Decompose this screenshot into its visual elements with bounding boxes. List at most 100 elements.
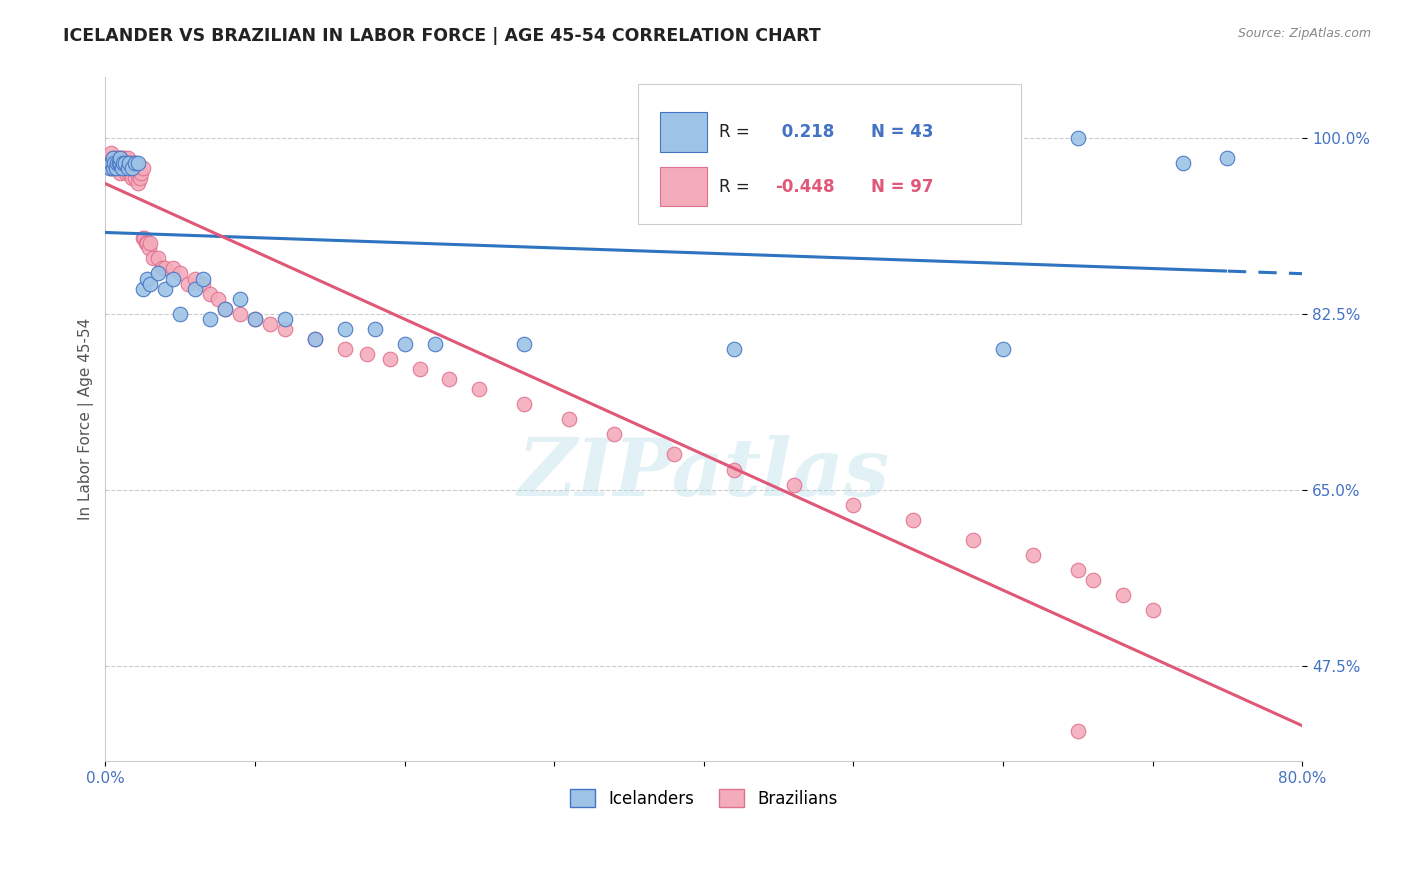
Point — [1022, 548, 1045, 562]
Text: Source: ZipAtlas.com: Source: ZipAtlas.com — [1237, 27, 1371, 40]
Point — [105, 151, 128, 165]
Point — [122, 161, 145, 175]
Point — [304, 332, 326, 346]
Legend: Icelanders, Brazilians: Icelanders, Brazilians — [564, 783, 845, 814]
Point — [378, 351, 401, 366]
Text: ZIPatlas: ZIPatlas — [517, 435, 890, 513]
Point — [104, 161, 127, 175]
Text: N = 43: N = 43 — [872, 123, 934, 141]
Y-axis label: In Labor Force | Age 45-54: In Labor Force | Age 45-54 — [79, 318, 94, 520]
Point — [136, 271, 159, 285]
Point — [1081, 573, 1104, 587]
Point — [101, 161, 124, 175]
Point — [105, 161, 128, 175]
Point — [439, 372, 461, 386]
Point — [120, 161, 142, 175]
Point — [132, 231, 155, 245]
Point — [124, 171, 146, 186]
Point — [114, 156, 136, 170]
Point — [117, 151, 139, 165]
Point — [121, 161, 143, 175]
Point — [104, 151, 127, 165]
Point — [111, 156, 134, 170]
Point — [98, 151, 121, 165]
Point — [468, 382, 491, 396]
Point — [127, 156, 149, 170]
Point — [274, 322, 297, 336]
Point — [146, 252, 169, 266]
Point — [136, 236, 159, 251]
Point — [155, 261, 177, 276]
Point — [118, 156, 141, 170]
Point — [162, 271, 184, 285]
Point — [110, 156, 132, 170]
Point — [184, 282, 207, 296]
Point — [394, 336, 416, 351]
Point — [423, 336, 446, 351]
Point — [111, 161, 134, 175]
Point — [103, 161, 125, 175]
Point — [1067, 563, 1090, 577]
Point — [991, 342, 1014, 356]
Point — [108, 156, 131, 170]
Point — [104, 161, 127, 175]
Point — [101, 151, 124, 165]
Point — [124, 156, 146, 170]
Point — [100, 156, 122, 170]
Point — [139, 277, 162, 291]
Point — [104, 156, 127, 170]
Point — [110, 151, 132, 165]
Point — [134, 231, 156, 245]
Point — [120, 166, 142, 180]
Point — [114, 161, 136, 175]
Text: ICELANDER VS BRAZILIAN IN LABOR FORCE | AGE 45-54 CORRELATION CHART: ICELANDER VS BRAZILIAN IN LABOR FORCE | … — [63, 27, 821, 45]
Point — [558, 412, 581, 426]
Point — [108, 161, 131, 175]
Point — [304, 332, 326, 346]
Point — [115, 156, 138, 170]
Point — [108, 156, 131, 170]
Point — [146, 267, 169, 281]
Point — [169, 307, 191, 321]
Point — [1171, 156, 1194, 170]
Point — [103, 156, 125, 170]
Point — [1067, 130, 1090, 145]
Point — [198, 286, 221, 301]
Point — [110, 156, 132, 170]
Point — [121, 156, 143, 170]
Point — [176, 277, 198, 291]
Point — [132, 161, 155, 175]
Point — [962, 533, 984, 547]
Point — [110, 166, 132, 180]
Point — [115, 166, 138, 180]
Point — [162, 261, 184, 276]
Point — [356, 347, 378, 361]
Point — [103, 156, 125, 170]
Point — [1111, 588, 1133, 602]
Point — [229, 307, 252, 321]
Point — [782, 477, 804, 491]
Point — [1067, 723, 1090, 738]
Point — [214, 301, 236, 316]
Point — [274, 311, 297, 326]
Point — [117, 161, 139, 175]
Point — [110, 151, 132, 165]
Point — [139, 236, 162, 251]
Point — [191, 271, 214, 285]
Point — [129, 166, 152, 180]
Point — [115, 161, 138, 175]
FancyBboxPatch shape — [638, 84, 1021, 225]
Point — [138, 241, 160, 255]
Point — [662, 447, 685, 461]
Text: R =: R = — [720, 123, 749, 141]
Point — [132, 282, 155, 296]
Point — [603, 427, 626, 442]
Point — [1216, 151, 1239, 165]
Point — [101, 156, 124, 170]
Text: R =: R = — [720, 178, 749, 196]
Point — [117, 156, 139, 170]
Text: 0.218: 0.218 — [776, 123, 834, 141]
Point — [135, 236, 157, 251]
Point — [121, 171, 143, 186]
Point — [723, 462, 745, 476]
